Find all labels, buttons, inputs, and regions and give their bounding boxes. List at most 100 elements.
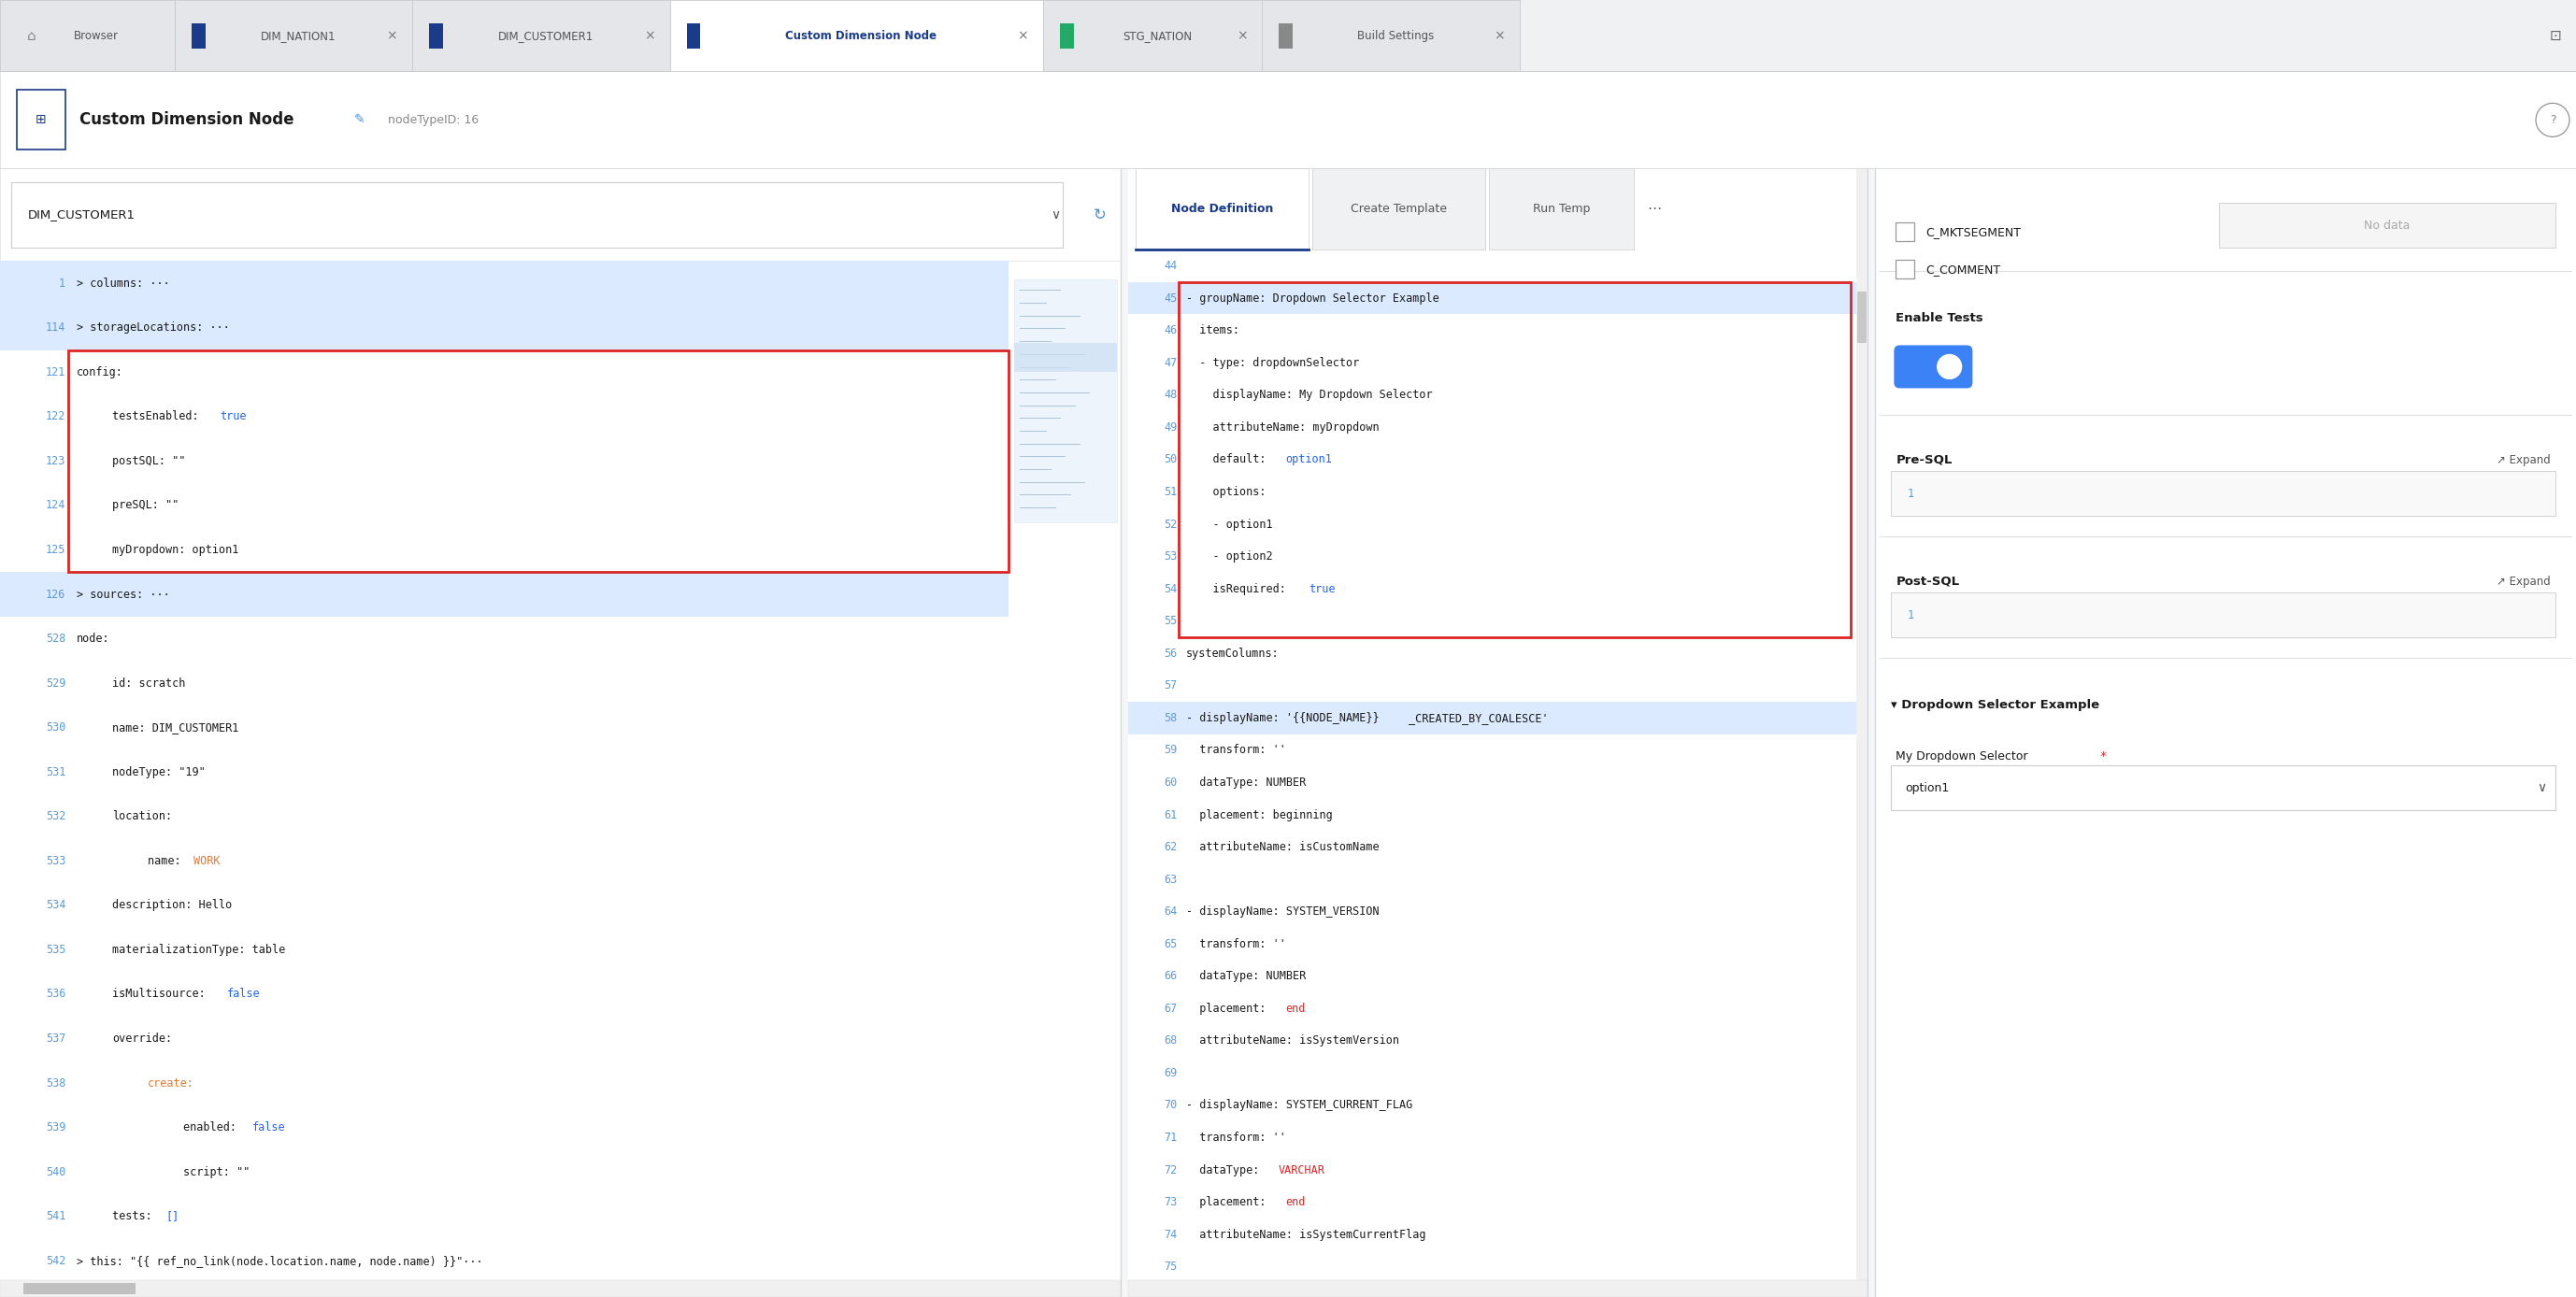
- Text: options:: options:: [1185, 486, 1267, 498]
- Text: ⌂: ⌂: [26, 29, 36, 43]
- Text: ↗ Expand: ↗ Expand: [2496, 576, 2550, 588]
- Text: _CREATED_BY_COALESCE': _CREATED_BY_COALESCE': [1409, 712, 1548, 724]
- Text: postSQL: "": postSQL: "": [113, 455, 185, 467]
- Text: ▾ Dropdown Selector Example: ▾ Dropdown Selector Example: [1891, 699, 2099, 711]
- Bar: [1311, 169, 1486, 250]
- Text: attributeName: isCustomName: attributeName: isCustomName: [1185, 840, 1378, 853]
- Text: ↻: ↻: [1095, 206, 1108, 223]
- Text: 1: 1: [59, 278, 64, 289]
- Text: 539: 539: [46, 1122, 64, 1134]
- Text: 62: 62: [1164, 840, 1177, 853]
- Text: ×: ×: [1236, 29, 1247, 43]
- Text: create:: create:: [147, 1077, 193, 1089]
- Bar: [1857, 169, 1868, 1297]
- Text: 55: 55: [1164, 615, 1177, 628]
- Text: preSQL: "": preSQL: "": [113, 499, 178, 511]
- Text: 44: 44: [1164, 259, 1177, 272]
- Text: ×: ×: [386, 29, 397, 43]
- Bar: [2218, 204, 2555, 248]
- Bar: [670, 0, 1043, 71]
- Text: - displayName: SYSTEM_VERSION: - displayName: SYSTEM_VERSION: [1185, 905, 1378, 918]
- Text: 65: 65: [1164, 938, 1177, 951]
- Text: enabled:: enabled:: [183, 1122, 242, 1134]
- Bar: [1891, 593, 2555, 638]
- Text: No data: No data: [2365, 219, 2411, 232]
- Text: 45: 45: [1164, 292, 1177, 305]
- Text: 59: 59: [1164, 744, 1177, 756]
- Text: nodeType: "19": nodeType: "19": [113, 767, 206, 778]
- Text: Node Definition: Node Definition: [1172, 204, 1273, 215]
- Text: attributeName: myDropdown: attributeName: myDropdown: [1185, 422, 1378, 433]
- Text: items:: items:: [1185, 324, 1239, 337]
- Bar: [688, 23, 701, 48]
- Text: Enable Tests: Enable Tests: [1896, 313, 1984, 324]
- Text: nodeTypeID: 16: nodeTypeID: 16: [389, 114, 479, 126]
- Bar: [0, 0, 175, 71]
- Text: DIM_CUSTOMER1: DIM_CUSTOMER1: [28, 209, 137, 220]
- Text: node:: node:: [77, 633, 111, 645]
- Text: - option2: - option2: [1185, 550, 1273, 563]
- Text: 52: 52: [1164, 519, 1177, 530]
- Text: 72: 72: [1164, 1163, 1177, 1176]
- Bar: [0, 169, 1121, 1297]
- Text: 538: 538: [46, 1077, 64, 1089]
- Text: 532: 532: [46, 811, 64, 822]
- Bar: [67, 350, 1007, 572]
- Text: 121: 121: [46, 366, 64, 379]
- Text: true: true: [1309, 582, 1334, 595]
- Text: id: scratch: id: scratch: [113, 677, 185, 689]
- Text: isMultisource:: isMultisource:: [113, 988, 211, 1000]
- Text: placement:: placement:: [1185, 1003, 1273, 1014]
- Text: Browser: Browser: [75, 30, 118, 42]
- Text: C_COMMENT: C_COMMENT: [1927, 263, 2002, 275]
- Text: []: []: [165, 1210, 180, 1222]
- Text: script: "": script: "": [183, 1166, 250, 1178]
- Bar: [0, 169, 2576, 1297]
- Text: 48: 48: [1164, 389, 1177, 401]
- Text: transform: '': transform: '': [1185, 938, 1285, 951]
- Text: 533: 533: [46, 855, 64, 866]
- Text: dataType:: dataType:: [1185, 1163, 1267, 1176]
- Text: 537: 537: [46, 1032, 64, 1044]
- Text: materializationType: table: materializationType: table: [113, 944, 286, 956]
- Text: attributeName: isSystemVersion: attributeName: isSystemVersion: [1185, 1035, 1399, 1047]
- Bar: [175, 0, 412, 71]
- Text: My Dropdown Selector: My Dropdown Selector: [1896, 750, 2027, 763]
- Text: 75: 75: [1164, 1261, 1177, 1272]
- Bar: [1262, 0, 1520, 71]
- Text: VARCHAR: VARCHAR: [1278, 1163, 1324, 1176]
- Text: ⊞: ⊞: [36, 113, 46, 127]
- Bar: [1136, 169, 1309, 250]
- Bar: [0, 261, 1007, 306]
- Bar: [0, 169, 1121, 261]
- Text: 67: 67: [1164, 1003, 1177, 1014]
- Text: 530: 530: [46, 721, 64, 734]
- Text: 1: 1: [1906, 610, 1914, 621]
- Text: name: DIM_CUSTOMER1: name: DIM_CUSTOMER1: [113, 721, 240, 734]
- Text: 51: 51: [1164, 486, 1177, 498]
- Bar: [1896, 261, 1914, 279]
- Text: ∨: ∨: [1051, 209, 1059, 222]
- Text: 534: 534: [46, 899, 64, 912]
- Text: 61: 61: [1164, 809, 1177, 821]
- Text: description: Hello: description: Hello: [113, 899, 232, 912]
- Text: ⋯: ⋯: [1646, 202, 1662, 217]
- Bar: [1061, 23, 1074, 48]
- Text: transform: '': transform: '': [1185, 744, 1285, 756]
- Text: displayName: My Dropdown Selector: displayName: My Dropdown Selector: [1185, 389, 1432, 401]
- Text: 57: 57: [1164, 680, 1177, 691]
- Text: placement:: placement:: [1185, 1196, 1273, 1209]
- Text: override:: override:: [113, 1032, 173, 1044]
- Circle shape: [1937, 354, 1960, 379]
- Bar: [1015, 342, 1118, 372]
- Text: 536: 536: [46, 988, 64, 1000]
- Text: 66: 66: [1164, 970, 1177, 982]
- Text: 49: 49: [1164, 422, 1177, 433]
- Text: > this: "{{ ref_no_link(node.location.name, node.name) }}"···: > this: "{{ ref_no_link(node.location.na…: [77, 1254, 482, 1267]
- Text: 541: 541: [46, 1210, 64, 1222]
- Text: 64: 64: [1164, 905, 1177, 918]
- Text: > storageLocations: ···: > storageLocations: ···: [77, 322, 229, 333]
- Text: name:: name:: [147, 855, 188, 866]
- Text: 73: 73: [1164, 1196, 1177, 1209]
- Text: 46: 46: [1164, 324, 1177, 337]
